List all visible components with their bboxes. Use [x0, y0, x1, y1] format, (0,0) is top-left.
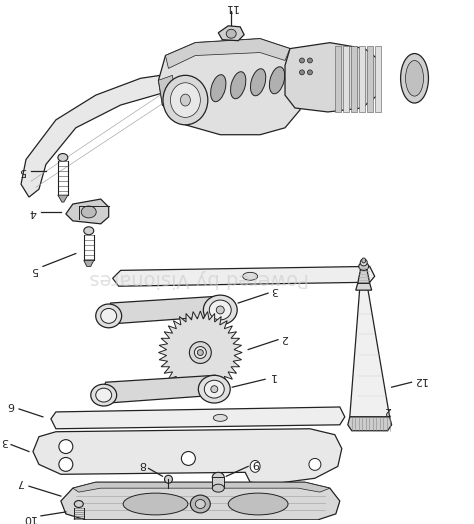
Ellipse shape — [216, 306, 224, 314]
Ellipse shape — [84, 227, 94, 235]
Ellipse shape — [181, 94, 191, 106]
Ellipse shape — [250, 69, 266, 96]
Ellipse shape — [91, 384, 117, 406]
Text: 1: 1 — [269, 372, 275, 381]
Ellipse shape — [226, 29, 236, 38]
Text: 6: 6 — [8, 400, 15, 410]
Text: 3: 3 — [1, 435, 9, 445]
Ellipse shape — [81, 206, 96, 218]
Ellipse shape — [164, 475, 173, 483]
Text: 9: 9 — [253, 458, 260, 468]
Ellipse shape — [190, 342, 211, 364]
Ellipse shape — [308, 58, 312, 63]
Text: 5: 5 — [19, 166, 27, 177]
Text: 3: 3 — [272, 285, 279, 295]
Polygon shape — [21, 72, 201, 197]
Ellipse shape — [59, 457, 73, 471]
Ellipse shape — [243, 272, 258, 280]
Ellipse shape — [308, 70, 312, 75]
Ellipse shape — [74, 500, 83, 507]
Polygon shape — [105, 296, 228, 324]
Ellipse shape — [212, 484, 224, 492]
Polygon shape — [158, 39, 305, 135]
Polygon shape — [348, 417, 392, 431]
Text: 2: 2 — [282, 333, 289, 343]
Ellipse shape — [213, 414, 227, 421]
Ellipse shape — [171, 83, 201, 117]
Text: 4: 4 — [29, 207, 36, 217]
Text: 5: 5 — [31, 265, 38, 275]
Text: 11: 11 — [224, 2, 238, 12]
Polygon shape — [33, 429, 342, 484]
Ellipse shape — [212, 472, 224, 482]
Text: 2: 2 — [384, 405, 391, 415]
Ellipse shape — [210, 300, 231, 320]
Ellipse shape — [198, 375, 230, 403]
Polygon shape — [335, 46, 341, 112]
Polygon shape — [351, 46, 357, 112]
Ellipse shape — [96, 388, 112, 402]
Ellipse shape — [300, 58, 304, 63]
Ellipse shape — [250, 461, 260, 472]
Ellipse shape — [194, 346, 206, 358]
Ellipse shape — [228, 493, 288, 515]
Text: 7: 7 — [18, 477, 25, 487]
Polygon shape — [51, 407, 345, 429]
Ellipse shape — [269, 67, 285, 94]
Ellipse shape — [163, 75, 208, 125]
Polygon shape — [84, 260, 94, 266]
Ellipse shape — [191, 495, 210, 513]
Polygon shape — [58, 195, 68, 202]
Ellipse shape — [211, 386, 218, 392]
Polygon shape — [218, 26, 244, 41]
Ellipse shape — [204, 380, 224, 398]
Polygon shape — [66, 199, 109, 224]
Ellipse shape — [195, 499, 205, 508]
Polygon shape — [113, 266, 374, 286]
Text: 10: 10 — [22, 513, 36, 523]
Ellipse shape — [309, 458, 321, 471]
Ellipse shape — [100, 309, 117, 323]
Polygon shape — [212, 477, 224, 488]
Polygon shape — [350, 288, 390, 417]
Ellipse shape — [96, 304, 122, 328]
Polygon shape — [367, 46, 373, 112]
Ellipse shape — [210, 75, 226, 102]
Ellipse shape — [230, 72, 246, 99]
Ellipse shape — [406, 60, 423, 96]
Ellipse shape — [59, 440, 73, 453]
Polygon shape — [100, 375, 222, 403]
Ellipse shape — [360, 259, 367, 266]
Polygon shape — [359, 46, 365, 112]
Ellipse shape — [300, 70, 304, 75]
Text: 12: 12 — [412, 375, 427, 385]
Polygon shape — [61, 482, 340, 520]
Polygon shape — [374, 46, 381, 112]
Ellipse shape — [182, 452, 195, 465]
Polygon shape — [358, 268, 370, 283]
Text: 8: 8 — [139, 460, 146, 470]
Ellipse shape — [197, 350, 203, 355]
Polygon shape — [158, 311, 242, 394]
Ellipse shape — [401, 53, 428, 103]
Ellipse shape — [123, 493, 188, 515]
Ellipse shape — [58, 154, 68, 161]
Polygon shape — [285, 42, 380, 112]
Polygon shape — [74, 519, 84, 524]
Polygon shape — [158, 75, 191, 125]
Ellipse shape — [203, 295, 237, 325]
Polygon shape — [343, 46, 349, 112]
Ellipse shape — [362, 258, 366, 263]
Polygon shape — [73, 482, 330, 492]
Polygon shape — [356, 283, 372, 290]
Text: Powered by Visionares: Powered by Visionares — [90, 269, 309, 288]
Polygon shape — [165, 39, 290, 69]
Ellipse shape — [359, 263, 369, 270]
